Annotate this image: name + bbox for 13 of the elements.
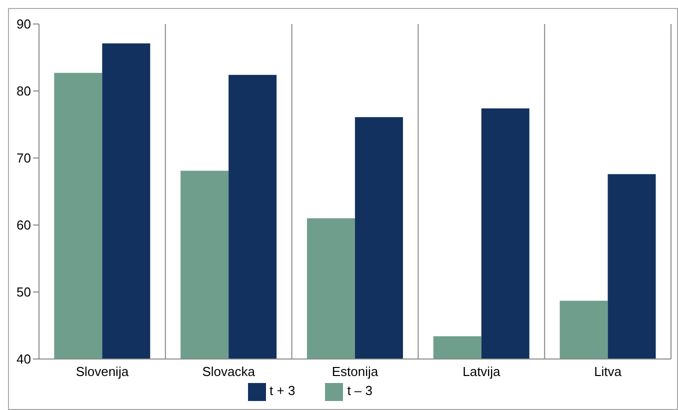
y-tick-label: 90 (16, 16, 31, 32)
y-tick-label: 40 (16, 352, 31, 367)
x-tick-label: Slovacka (202, 364, 256, 380)
y-tick-label: 50 (16, 284, 31, 300)
y-tick-label: 70 (16, 150, 31, 166)
x-tick-label: Litva (594, 364, 622, 380)
legend-label: t + 3 (270, 383, 296, 398)
x-tick-label: Estonija (332, 364, 379, 380)
y-tick-label: 80 (16, 84, 31, 99)
x-tick-label: Latvija (462, 364, 501, 380)
x-tick-label: Slovenija (76, 364, 130, 380)
legend-label: t – 3 (347, 383, 372, 398)
y-tick-label: 60 (16, 218, 31, 233)
